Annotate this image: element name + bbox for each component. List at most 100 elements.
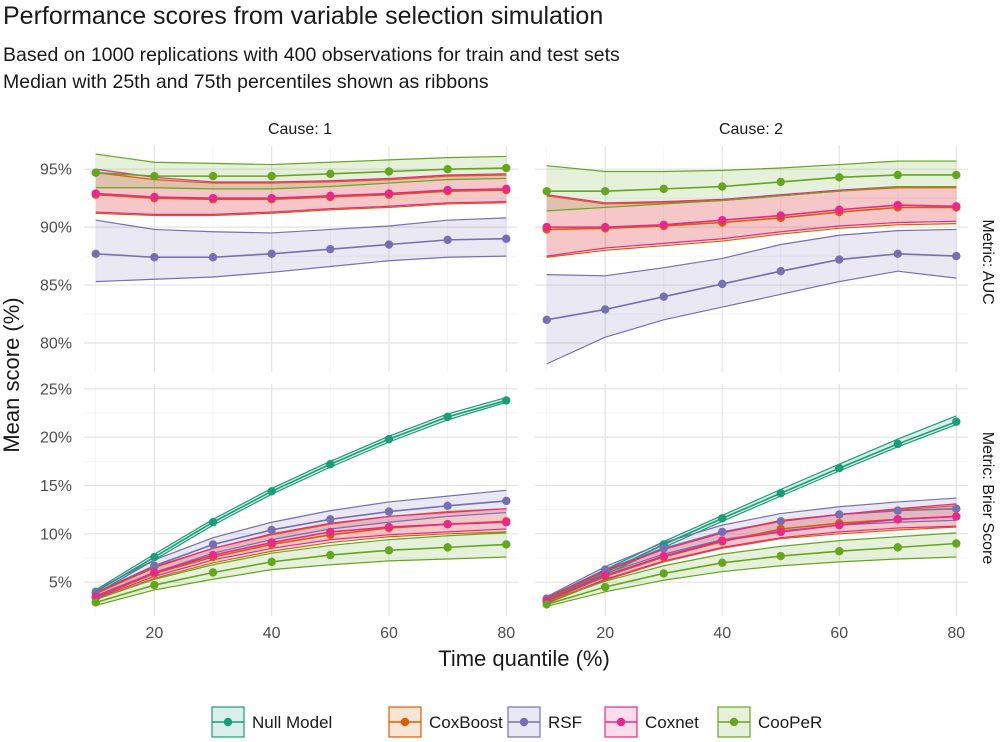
ribbon-cooper: [95, 532, 507, 606]
y-tick-label: 90%: [40, 220, 72, 237]
ribbon-lower-cooper: [546, 556, 957, 607]
legend-key-point: [616, 717, 626, 727]
legend-label: Coxnet: [645, 713, 699, 732]
point-coxnet: [776, 211, 785, 220]
point-cooper: [893, 543, 902, 552]
y-tick-label: 25%: [40, 381, 72, 398]
panel-grid: [535, 384, 968, 616]
median-line-cooper: [95, 167, 507, 177]
legend-label: CoxBoost: [429, 713, 503, 732]
point-null-model: [718, 514, 727, 523]
chart-panels: [84, 146, 968, 616]
median-line-cooper: [546, 174, 957, 192]
point-null-model: [208, 518, 218, 527]
x-tick-label: 20: [145, 625, 163, 642]
median-line-rsf: [546, 252, 957, 321]
point-cooper: [443, 164, 452, 174]
legend-item-coxboost: CoxBoost: [388, 706, 503, 738]
point-null-model: [443, 412, 452, 422]
point-null-model: [893, 439, 902, 449]
point-cooper: [601, 582, 610, 592]
series-lines: [95, 396, 507, 606]
series-points: [542, 417, 961, 609]
y-axis-title: Mean score (%): [0, 297, 24, 452]
point-rsf: [952, 251, 961, 261]
chart-subtitle-line-2: Median with 25th and 75th percentiles sh…: [3, 71, 489, 93]
point-coxnet: [601, 571, 610, 580]
ribbon-lower-null-model: [95, 401, 507, 595]
point-rsf: [208, 540, 218, 549]
legend-key-point: [519, 717, 529, 727]
point-cooper: [542, 600, 551, 609]
legend-item-coxnet: Coxnet: [604, 706, 699, 738]
panel-3: [542, 415, 961, 609]
ribbon-cooper: [546, 532, 957, 607]
ribbon-upper-coxnet: [95, 168, 507, 183]
point-coxnet: [952, 512, 961, 521]
point-coxnet: [150, 192, 159, 202]
point-rsf: [267, 525, 276, 535]
point-cooper: [384, 546, 394, 555]
point-cooper: [502, 540, 511, 549]
point-cooper: [208, 568, 218, 577]
point-cooper: [267, 171, 276, 181]
point-coxnet: [267, 538, 276, 547]
series-points: [91, 396, 511, 607]
legend: Null Model CoxBoost RSF Coxnet CooPeR: [211, 706, 822, 738]
point-coxnet: [91, 189, 100, 198]
point-rsf: [326, 515, 335, 524]
point-cooper: [952, 539, 961, 548]
point-coxnet: [443, 519, 452, 529]
ribbon-coxnet: [95, 508, 507, 599]
point-rsf: [384, 240, 394, 249]
y-tick-label: 10%: [40, 526, 72, 543]
legend-key-point: [223, 717, 233, 727]
point-cooper: [208, 171, 218, 181]
ribbon-lower-coxboost: [546, 526, 957, 604]
median-line-rsf: [95, 237, 507, 259]
ribbon-lower-coxboost: [95, 202, 507, 217]
ribbon-lower-coxnet: [546, 220, 957, 257]
point-coxnet: [893, 515, 902, 524]
x-tick-label: 40: [713, 625, 731, 642]
x-tick-label: 60: [830, 625, 848, 642]
point-coxnet: [384, 522, 394, 532]
legend-label: RSF: [548, 713, 582, 732]
strip-cause-2: Cause: 2: [719, 121, 783, 138]
ribbon-upper-coxnet: [95, 508, 507, 594]
point-null-model: [502, 396, 511, 405]
series-lines: [546, 415, 957, 607]
ribbon-upper-rsf: [95, 217, 507, 234]
point-coxnet: [150, 568, 159, 577]
point-coxnet: [502, 184, 511, 194]
point-coxnet: [326, 527, 335, 537]
point-rsf: [776, 517, 785, 526]
point-coxnet: [384, 189, 394, 198]
ribbon-coxboost: [95, 508, 507, 600]
point-coxnet: [952, 202, 961, 211]
panel-0: [91, 153, 511, 283]
legend-label: CooPeR: [758, 713, 822, 732]
point-cooper: [718, 182, 727, 191]
x-tick-label: 20: [596, 625, 614, 642]
point-coxnet: [835, 205, 844, 214]
ribbon-rsf: [546, 229, 957, 364]
legend-item-null-model: Null Model: [211, 706, 332, 738]
ribbon-upper-cooper: [95, 153, 507, 166]
point-cooper: [659, 184, 668, 194]
point-cooper: [443, 543, 452, 552]
point-cooper: [542, 187, 551, 196]
median-line-cooper: [546, 542, 957, 606]
point-rsf: [835, 510, 844, 519]
ribbon-rsf: [95, 217, 507, 282]
point-rsf: [91, 249, 100, 258]
median-line-coxboost: [95, 189, 507, 201]
point-cooper: [893, 170, 902, 180]
ribbon-coxnet: [546, 186, 957, 257]
point-cooper: [835, 173, 844, 182]
point-rsf: [952, 504, 961, 513]
ribbon-lower-cooper: [95, 177, 507, 190]
y-tick-label: 80%: [40, 336, 72, 353]
median-line-null-model: [95, 399, 507, 593]
ribbon-upper-coxboost: [95, 508, 507, 595]
